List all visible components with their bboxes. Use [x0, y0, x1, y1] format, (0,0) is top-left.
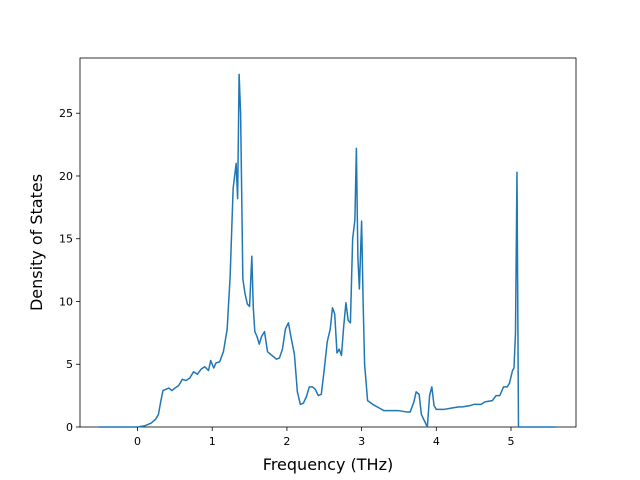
- y-axis-ticks: 0 5 10 15 20 25: [59, 107, 80, 434]
- x-tick-label: 2: [283, 435, 290, 448]
- y-tick-label: 0: [66, 421, 73, 434]
- y-tick-label: 15: [59, 233, 73, 246]
- dos-series-line: [98, 73, 556, 428]
- y-tick-label: 5: [66, 358, 73, 371]
- x-tick-label: 5: [508, 435, 515, 448]
- x-tick-label: 0: [134, 435, 141, 448]
- y-axis-label: Density of States: [27, 174, 46, 311]
- x-axis-ticks: 0 1 2 3 4 5: [134, 427, 515, 448]
- x-tick-label: 1: [209, 435, 216, 448]
- axes-frame: [79, 57, 577, 428]
- y-tick-label: 10: [59, 295, 73, 308]
- plot-area: 0 1 2 3 4 5 0 5 10 15 20 25: [59, 57, 577, 448]
- y-tick-label: 20: [59, 170, 73, 183]
- x-tick-label: 3: [358, 435, 365, 448]
- x-axis-label: Frequency (THz): [263, 455, 393, 474]
- y-tick-label: 25: [59, 107, 73, 120]
- x-tick-label: 4: [433, 435, 440, 448]
